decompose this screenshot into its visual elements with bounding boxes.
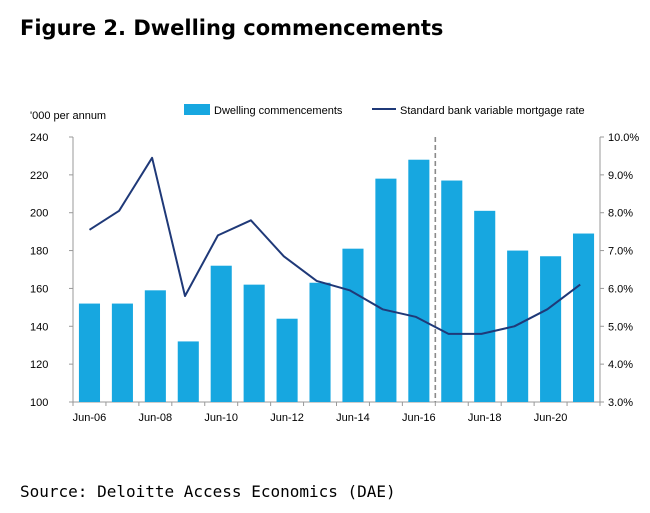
x-tick-label: Jun-10 [204,412,238,424]
figure-title: Figure 2. Dwelling commencements [20,16,444,40]
left-tick-label: 180 [30,246,48,258]
right-tick-label: 9.0% [608,170,633,182]
right-tick-label: 3.0% [608,397,633,409]
bar-2007 [111,303,133,402]
x-tick-label: Jun-14 [336,412,370,424]
bar-2014 [342,248,364,402]
bar-2012 [276,318,298,402]
x-tick-label: Jun-16 [402,412,436,424]
bar-2021 [572,233,595,402]
left-axis-label: '000 per annum [30,110,106,122]
bar-2017 [441,180,463,402]
x-tick-label: Jun-06 [73,412,107,424]
left-tick-label: 160 [30,283,48,295]
left-tick-label: 240 [30,132,48,144]
left-tick-label: 120 [30,359,48,371]
right-tick-label: 6.0% [608,283,633,295]
x-tick-label: Jun-08 [139,412,173,424]
right-tick-label: 10.0% [608,132,639,144]
legend-label-bars: Dwelling commencements [214,105,343,117]
bar-2006 [78,303,101,402]
source-note: Source: Deloitte Access Economics (DAE) [20,482,396,501]
bar-2019 [507,250,529,402]
right-tick-label: 7.0% [608,246,633,258]
right-tick-label: 4.0% [608,359,633,371]
bar-2018 [474,210,496,402]
left-tick-label: 200 [30,208,48,220]
right-tick-label: 8.0% [608,208,633,220]
mortgage-rate-line [88,156,581,335]
x-tick-label: Jun-20 [534,412,568,424]
bar-2013 [309,282,331,402]
left-tick-label: 100 [30,397,48,409]
legend-label-line: Standard bank variable mortgage rate [400,105,585,117]
bar-2009 [177,341,199,402]
right-tick-label: 5.0% [608,321,633,333]
left-tick-label: 140 [30,321,48,333]
x-tick-label: Jun-12 [270,412,304,424]
x-tick-label: Jun-18 [468,412,502,424]
legend-swatch-bars [184,104,210,115]
left-tick-label: 220 [30,170,48,182]
bar-2015 [375,178,397,402]
bar-2016 [408,159,430,402]
bar-2008 [144,290,166,402]
bar-2020 [540,256,562,402]
bar-2011 [243,284,265,402]
bar-2010 [210,265,232,402]
